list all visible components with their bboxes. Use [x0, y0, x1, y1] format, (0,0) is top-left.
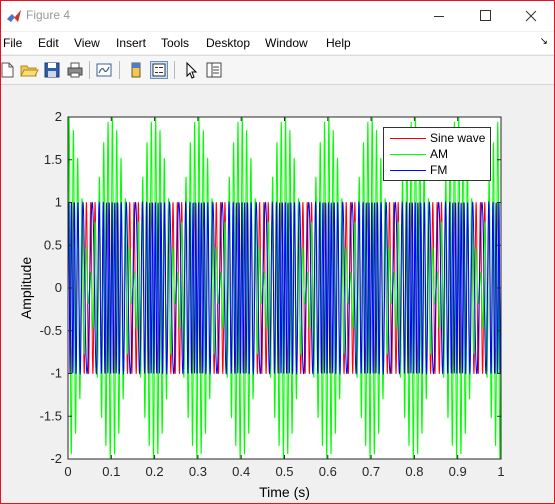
y-tick-label: -1.5 [40, 408, 62, 423]
menu-bar: File Edit View Insert Tools Desktop Wind… [1, 32, 554, 54]
save-button[interactable] [42, 60, 62, 80]
x-tick-label: 0.4 [232, 464, 250, 479]
y-axis-label: Amplitude [18, 257, 34, 319]
x-tick-label: 0.7 [362, 464, 380, 479]
menu-view[interactable]: View [74, 36, 100, 50]
colorbar-icon [131, 62, 141, 78]
property-inspector-icon [206, 62, 222, 78]
toolbar-separator [174, 61, 175, 79]
open-file-button[interactable] [19, 60, 39, 80]
menu-help[interactable]: Help [326, 36, 351, 50]
minimize-icon [434, 16, 444, 17]
title-bar: Figure 4 [1, 1, 554, 31]
y-tick-label: 1.5 [44, 152, 62, 167]
y-tick-label: 0.5 [44, 237, 62, 252]
legend-entry-am: AM [384, 146, 490, 162]
new-figure-icon [1, 62, 14, 78]
window-title: Figure 4 [26, 8, 71, 22]
menu-desktop[interactable]: Desktop [206, 36, 251, 50]
menu-insert[interactable]: Insert [116, 36, 147, 50]
legend-button[interactable] [149, 60, 169, 80]
toolbar-separator [119, 61, 120, 79]
x-tick-label: 0.2 [146, 464, 164, 479]
open-file-icon [20, 65, 39, 77]
legend-swatch-sine [390, 138, 426, 139]
legend-swatch-am [390, 154, 426, 155]
x-axis-label: Time (s) [259, 484, 310, 500]
x-tick-label: 0.6 [319, 464, 337, 479]
x-tick-label: 0.5 [275, 464, 293, 479]
legend-label-sine: Sine wave [430, 131, 486, 145]
maximize-button[interactable] [462, 1, 508, 31]
link-plot-button[interactable] [94, 60, 114, 80]
y-tick-label: 1 [55, 195, 62, 210]
x-tick-label: 0 [64, 464, 71, 479]
legend[interactable]: Sine wave AM FM [383, 127, 491, 181]
figure-canvas[interactable]: 0 0.1 0.2 0.3 0.4 0.5 0.6 0.7 0.8 0.9 1 -2 -1.5 -1 -0.… [1, 85, 554, 503]
matlab-icon [6, 8, 22, 24]
legend-entry-fm: FM [384, 162, 490, 178]
legend-label-fm: FM [430, 163, 448, 177]
legend-label-am: AM [430, 147, 448, 161]
menu-window[interactable]: Window [265, 36, 308, 50]
y-tick-label: -1 [50, 366, 62, 381]
dock-arrow-icon[interactable]: ↘ [539, 36, 548, 47]
maximize-icon [480, 10, 491, 21]
y-tick-label: -2 [50, 451, 62, 466]
legend-entry-sine: Sine wave [384, 130, 490, 146]
legend-swatch-fm [390, 170, 426, 171]
x-tick-label: 0.3 [189, 464, 207, 479]
edit-plot-icon [186, 61, 198, 79]
toolbar-separator [89, 61, 90, 79]
save-icon [44, 62, 60, 78]
print-icon [67, 62, 83, 78]
menu-file[interactable]: File [3, 36, 23, 50]
new-figure-button[interactable] [1, 60, 17, 80]
close-icon [525, 10, 537, 22]
legend-icon [150, 61, 168, 79]
print-button[interactable] [65, 60, 85, 80]
colorbar-button[interactable] [126, 60, 146, 80]
y-tick-label: -0.5 [40, 323, 62, 338]
minimize-button[interactable] [416, 1, 462, 31]
toolbar [1, 55, 554, 85]
menu-edit[interactable]: Edit [38, 36, 59, 50]
menu-tools[interactable]: Tools [161, 36, 190, 50]
x-tick-label: 0.9 [449, 464, 467, 479]
series-line-fm [67, 200, 502, 376]
x-tick-label: 0.8 [405, 464, 423, 479]
x-tick-label: 1 [497, 464, 504, 479]
edit-plot-button[interactable] [181, 60, 201, 80]
property-inspector-button[interactable] [204, 60, 224, 80]
y-tick-label: 0 [55, 280, 62, 295]
y-tick-label: 2 [55, 109, 62, 124]
link-plot-icon [96, 63, 112, 77]
close-button[interactable] [508, 1, 554, 31]
x-tick-label: 0.1 [102, 464, 120, 479]
